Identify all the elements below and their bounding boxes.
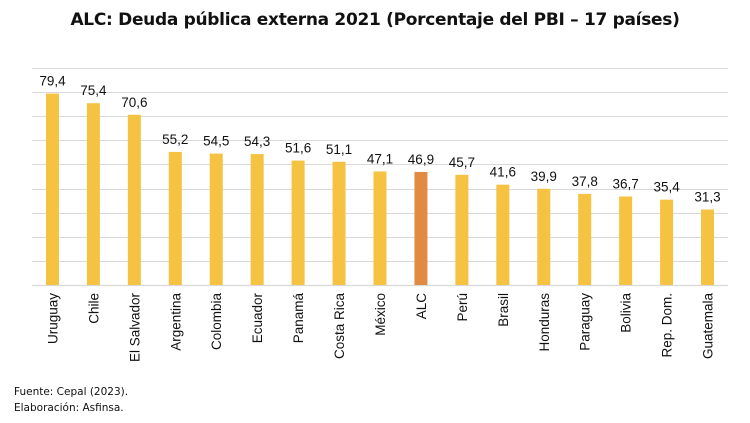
data-label: 79,4 <box>39 74 66 89</box>
data-label: 70,6 <box>121 95 147 110</box>
bar-rep-dom <box>660 199 674 285</box>
data-label: 31,3 <box>694 190 720 205</box>
bar-brasil <box>496 184 510 285</box>
x-tick-label: Bolivia <box>619 293 634 333</box>
data-label: 36,7 <box>613 177 639 192</box>
x-tick-label: México <box>373 293 388 336</box>
data-label: 37,8 <box>572 174 598 189</box>
bar-panam <box>291 160 305 285</box>
x-tick-label: Ecuador <box>250 293 265 344</box>
x-tick-label: Paraguay <box>578 293 593 351</box>
data-label: 51,6 <box>285 141 311 156</box>
x-tick-label: Chile <box>86 293 101 324</box>
x-tick-label: Perú <box>455 293 470 322</box>
source-note: Fuente: Cepal (2023). <box>14 386 129 398</box>
bar-honduras <box>537 188 551 285</box>
x-tick-label: Guatemala <box>701 293 716 360</box>
x-tick-label: ALC <box>414 293 429 320</box>
bar-guatemala <box>701 209 715 285</box>
data-label: 47,1 <box>367 151 393 166</box>
x-tick-label: Colombia <box>209 293 224 351</box>
bar-colombia <box>209 153 223 285</box>
bar-per <box>455 174 469 285</box>
data-labels: 79,4 75,4 70,6 55,2 54,5 54,3 51,6 51,1 47,1 46,9… <box>39 74 720 205</box>
data-label: 45,7 <box>449 155 475 170</box>
bar-m-xico <box>373 171 387 285</box>
bar-el-salvador <box>127 114 141 285</box>
bar-chile <box>86 103 100 285</box>
x-tick-label: Argentina <box>168 293 183 351</box>
data-label: 55,2 <box>162 132 188 147</box>
bar-bolivia <box>619 196 633 285</box>
data-label: 54,5 <box>203 134 229 149</box>
x-tick-label: Honduras <box>537 293 552 352</box>
data-label: 51,1 <box>326 142 352 157</box>
elaboration-note: Elaboración: Asfinsa. <box>14 402 124 414</box>
x-tick-label: Brasil <box>496 293 511 327</box>
data-label: 39,9 <box>531 169 557 184</box>
x-axis-tick-labels: Uruguay Chile El Salvador Argentina Colombia… <box>45 293 715 363</box>
data-label: 41,6 <box>490 165 516 180</box>
x-tick-label: Uruguay <box>45 293 60 344</box>
x-tick-label: El Salvador <box>127 293 142 363</box>
bars <box>45 93 715 286</box>
data-label: 75,4 <box>80 83 107 98</box>
chart-title: ALC: Deuda pública externa 2021 (Porcent… <box>70 10 680 30</box>
data-label: 35,4 <box>653 180 680 195</box>
bar-ecuador <box>250 154 264 285</box>
x-tick-label: Costa Rica <box>332 293 347 360</box>
x-tick-label: Rep. Dom. <box>660 293 675 358</box>
x-tick-label: Panamá <box>291 293 306 344</box>
bar-alc <box>414 171 428 285</box>
data-label: 54,3 <box>244 134 270 149</box>
data-label: 46,9 <box>408 152 434 167</box>
bar-argentina <box>168 151 182 285</box>
bar-uruguay <box>45 93 59 286</box>
bar-paraguay <box>578 193 592 285</box>
bar-costa-rica <box>332 161 346 285</box>
